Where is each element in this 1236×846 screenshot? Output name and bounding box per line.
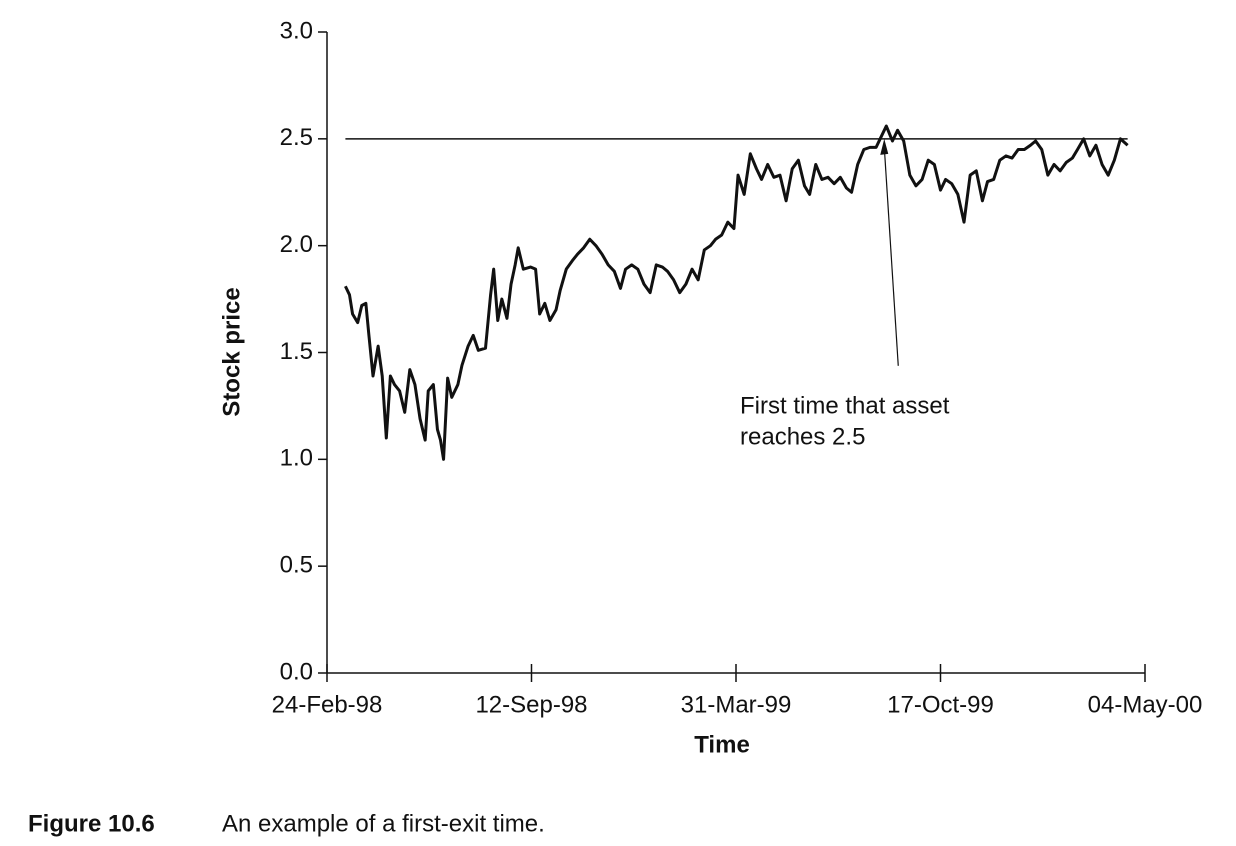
price-line: [344, 124, 1129, 461]
caption-text: An example of a first-exit time.: [222, 810, 545, 837]
annotation-arrow: [883, 146, 899, 366]
y-tick-label: 2.0: [280, 231, 313, 258]
x-axis-label: Time: [694, 731, 750, 758]
x-tick-label: 24-Feb-98: [272, 691, 383, 718]
y-tick-label: 2.5: [280, 124, 313, 151]
y-tick-label: 3.0: [280, 17, 313, 44]
caption-label: Figure 10.6: [28, 810, 155, 837]
x-tick-label: 31-Mar-99: [681, 691, 792, 718]
arrow-head: [880, 138, 889, 155]
x-tick-label: 12-Sep-98: [475, 691, 587, 718]
y-tick-label: 0.5: [280, 552, 313, 579]
annotation-text: First time that asset: [740, 392, 950, 419]
y-tick-label: 1.5: [280, 338, 313, 365]
x-tick-label: 17-Oct-99: [887, 691, 994, 718]
y-tick-label: 1.0: [280, 445, 313, 472]
annotation-text: reaches 2.5: [740, 423, 865, 450]
y-axis-label: Stock price: [218, 287, 245, 416]
x-tick-label: 04-May-00: [1088, 691, 1203, 718]
y-tick-label: 0.0: [280, 658, 313, 685]
